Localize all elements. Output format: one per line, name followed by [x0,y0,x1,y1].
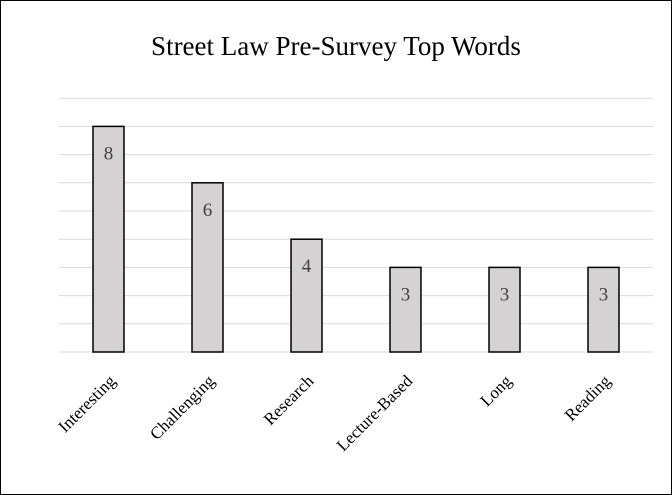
chart-title: Street Law Pre-Survey Top Words [151,31,521,61]
category-tick-label: Research [260,371,318,429]
data-label: 6 [203,200,213,221]
data-label: 3 [599,284,609,305]
data-label: 3 [500,284,510,305]
data-label: 4 [302,256,312,277]
category-tick-label: Long [477,371,516,410]
category-tick-label: Challenging [146,371,219,444]
bar-interesting [92,125,125,353]
data-label: 3 [401,284,411,305]
bar-reading [587,266,620,353]
data-label: 8 [104,143,114,164]
category-tick-label: Lecture-Based [333,371,417,455]
bar-research [290,238,323,353]
bar-lecture-based [389,266,422,353]
data-labels: 8 6 4 3 3 3 [104,143,609,305]
category-tick-label: Interesting [54,371,119,436]
category-tick-labels: Interesting Challenging Research Lecture-Ba… [54,371,614,455]
gridlines [59,97,653,353]
category-tick-label: Reading [561,371,615,425]
bars [92,125,620,353]
bar-challenging [191,182,224,353]
bar-long [488,266,521,353]
